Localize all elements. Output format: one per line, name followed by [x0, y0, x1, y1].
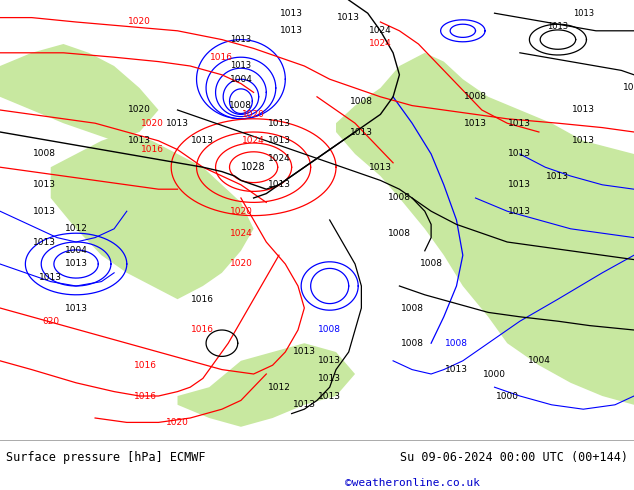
Text: 1013: 1013: [65, 260, 87, 269]
Text: 1013: 1013: [230, 35, 252, 44]
Text: 1013: 1013: [280, 26, 303, 35]
Text: 1013: 1013: [318, 392, 341, 400]
Text: 1004: 1004: [65, 246, 87, 255]
Text: 1008: 1008: [388, 194, 411, 202]
Text: 1013: 1013: [230, 62, 252, 71]
Polygon shape: [0, 44, 158, 141]
Text: 1008: 1008: [445, 339, 468, 348]
Text: ©weatheronline.co.uk: ©weatheronline.co.uk: [345, 477, 479, 488]
Text: 1013: 1013: [293, 347, 316, 357]
Text: 1024: 1024: [230, 229, 252, 238]
Text: 1013: 1013: [128, 136, 151, 146]
Text: 1020: 1020: [141, 119, 164, 128]
Text: 1004: 1004: [230, 74, 252, 84]
Text: 1013: 1013: [547, 22, 569, 31]
Text: 1013: 1013: [33, 207, 56, 216]
Polygon shape: [51, 132, 254, 299]
Text: 1008: 1008: [464, 92, 487, 101]
Text: 1013: 1013: [33, 180, 56, 189]
Text: 1008: 1008: [401, 339, 424, 348]
Text: 1008: 1008: [623, 83, 634, 93]
Text: 1013: 1013: [65, 303, 87, 313]
Text: 1013: 1013: [572, 136, 595, 146]
Text: 1013: 1013: [318, 356, 341, 366]
Text: 1024: 1024: [242, 136, 265, 146]
Text: 1013: 1013: [318, 374, 341, 383]
Text: 1016: 1016: [210, 53, 233, 62]
Text: 1020: 1020: [166, 418, 189, 427]
Polygon shape: [178, 343, 355, 427]
Text: 020: 020: [42, 317, 60, 326]
Text: 1016: 1016: [134, 392, 157, 400]
Text: 1013: 1013: [280, 9, 303, 18]
Text: 1008: 1008: [420, 260, 443, 269]
Text: 1020: 1020: [128, 105, 151, 115]
Text: Surface pressure [hPa] ECMWF: Surface pressure [hPa] ECMWF: [6, 451, 206, 464]
Text: 1013: 1013: [369, 163, 392, 172]
Polygon shape: [336, 53, 634, 405]
Text: 1012: 1012: [65, 224, 87, 233]
Text: 1016: 1016: [134, 361, 157, 369]
Text: 1008: 1008: [401, 303, 424, 313]
Text: 1000: 1000: [496, 392, 519, 400]
Text: 1013: 1013: [337, 13, 360, 22]
Text: 1008: 1008: [318, 325, 341, 335]
Text: 1016: 1016: [191, 325, 214, 335]
Text: 1013: 1013: [508, 207, 531, 216]
Text: 1013: 1013: [464, 119, 487, 128]
Text: 1013: 1013: [191, 136, 214, 146]
Text: 1020: 1020: [230, 260, 252, 269]
Text: 1013: 1013: [268, 136, 290, 146]
Text: 1028: 1028: [242, 162, 266, 172]
Text: 1013: 1013: [33, 238, 56, 246]
Text: 1020: 1020: [230, 207, 252, 216]
Text: 1024: 1024: [369, 26, 392, 35]
Text: 1016: 1016: [141, 145, 164, 154]
Text: 1013: 1013: [268, 180, 290, 189]
Text: 1013: 1013: [445, 365, 468, 374]
Text: 1024: 1024: [268, 154, 290, 163]
Text: 1013: 1013: [508, 119, 531, 128]
Text: 1013: 1013: [350, 127, 373, 137]
Text: Su 09-06-2024 00:00 UTC (00+144): Su 09-06-2024 00:00 UTC (00+144): [399, 451, 628, 464]
Text: 1020: 1020: [242, 110, 265, 119]
Text: 1008: 1008: [350, 97, 373, 106]
Text: 1020: 1020: [128, 18, 151, 26]
Text: 1013: 1013: [573, 9, 594, 18]
Text: 1012: 1012: [268, 383, 290, 392]
Text: 1013: 1013: [508, 149, 531, 158]
Text: 1016: 1016: [191, 294, 214, 304]
Text: 1024: 1024: [369, 40, 392, 49]
Text: 1013: 1013: [166, 119, 189, 128]
Text: 1004: 1004: [527, 356, 550, 366]
Text: 1013: 1013: [572, 105, 595, 115]
Text: 1013: 1013: [293, 400, 316, 409]
Text: 1013: 1013: [508, 180, 531, 189]
Text: 1008: 1008: [33, 149, 56, 158]
Text: 1008: 1008: [388, 229, 411, 238]
Text: 1008: 1008: [230, 101, 252, 110]
Text: 1013: 1013: [39, 273, 62, 282]
Text: 1013: 1013: [268, 119, 290, 128]
Text: 1000: 1000: [483, 369, 506, 378]
Text: 1013: 1013: [547, 172, 569, 180]
